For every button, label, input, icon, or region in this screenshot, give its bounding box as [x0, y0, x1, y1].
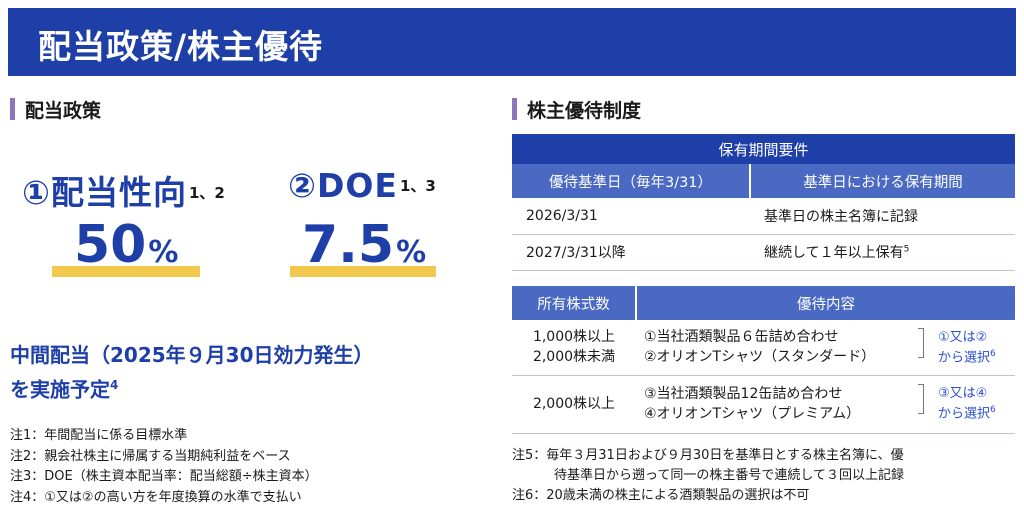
- header-banner: 配当政策/株主優待: [8, 8, 1016, 76]
- note-prefix: 注5：: [512, 448, 547, 463]
- kpi-highlight-bar: [52, 266, 200, 277]
- column-header: 優待基準日（毎年3/31）: [512, 164, 751, 198]
- kpi-label: ②DOE: [288, 166, 398, 205]
- kpi-unit: %: [396, 235, 427, 270]
- benefit-item: ②オリオンTシャツ（スタンダード）: [644, 349, 876, 366]
- note-5: 注5：毎年３月31日および９月30日を基準日とする株主名簿に、優: [512, 446, 1017, 466]
- table-row: 2026/3/31 基準日の株主名簿に記録: [512, 198, 1016, 235]
- table-row: 2,000株以上 ③当社酒類製品12缶詰め合わせ ④オリオンTシャツ（プレミアム…: [512, 375, 1015, 434]
- interim-dividend-notice: 中間配当（2025年９月30日効力発生） を実施予定4: [10, 340, 490, 405]
- note-prefix: 注6：: [512, 488, 547, 503]
- benefit-item: ①当社酒類製品６缶詰め合わせ: [644, 329, 839, 346]
- kpi-label: ①配当性向: [22, 173, 187, 212]
- footnote-ref: 6: [990, 348, 996, 359]
- benefit-notes: 注5：毎年３月31日および９月30日を基準日とする株主名簿に、優 待基準日から遡…: [512, 446, 1017, 506]
- choice-line2: から選択6: [928, 402, 1015, 422]
- interim-line2-text: を実施予定: [10, 377, 110, 402]
- footnote-ref: 5: [903, 244, 910, 255]
- benefit-item: ③当社酒類製品12缶詰め合わせ: [644, 386, 843, 402]
- dividend-notes: 注1：年間配当に係る目標水準 注2：親会社株主に帰属する当期純利益をベース 注3…: [10, 426, 500, 508]
- share-count-line1: 1,000株以上: [532, 329, 616, 346]
- note-5-continued: 待基準日から遡って同一の株主番号で連続して３回以上記録: [554, 468, 904, 483]
- shareholder-benefit-heading: 株主優待制度: [512, 95, 641, 123]
- section-marker: [10, 98, 15, 120]
- note-3: 注3：DOE（株主資本配当率：配当総額÷株主資本）: [10, 469, 318, 484]
- choice-line1: ①又は②: [938, 329, 988, 345]
- table-row: 2027/3/31以降 継続して１年以上保有5: [512, 234, 1016, 271]
- table-row: 1,000株以上 2,000株未満 ①当社酒類製品６缶詰め合わせ ②オリオンTシ…: [512, 320, 1015, 376]
- note-6: 注6：20歳未満の株主による酒類製品の選択は不可: [512, 486, 1017, 506]
- choice-note: ①又は② から選択6: [918, 320, 1015, 376]
- share-count-line1: 2,000株以上: [532, 396, 616, 412]
- interim-line2: を実施予定4: [10, 370, 490, 405]
- holding-requirement: 継続して１年以上保有5: [750, 234, 1016, 271]
- benefit-items: ①当社酒類製品６缶詰め合わせ ②オリオンTシャツ（スタンダード）: [636, 320, 924, 376]
- note-text: 20歳未満の株主による酒類製品の選択は不可: [546, 488, 810, 503]
- section-title: 配当政策: [25, 99, 102, 122]
- kpi-doe-value: 7.5%: [302, 215, 426, 275]
- choice-text: から選択: [938, 349, 991, 365]
- column-header: 所有株式数: [512, 286, 637, 320]
- benefit-table: 所有株式数 優待内容 1,000株以上 2,000株未満 ①当社酒類製品６缶詰め…: [512, 286, 1015, 434]
- interim-footnote-ref: 4: [110, 378, 119, 392]
- holding-period-table: 保有期間要件 優待基準日（毎年3/31） 基準日における保有期間 2026/3/…: [512, 134, 1016, 271]
- column-header: 優待内容: [636, 286, 1015, 320]
- bracket-mark: [918, 383, 924, 414]
- interim-line1: 中間配当（2025年９月30日効力発生）: [10, 343, 374, 367]
- section-title: 株主優待制度: [527, 99, 642, 122]
- share-count: 1,000株以上 2,000株未満: [512, 320, 636, 376]
- kpi-payout-ratio-value: 50%: [74, 215, 178, 275]
- choice-line1: ③又は④: [938, 386, 988, 402]
- kpi-value: 50: [74, 215, 147, 275]
- record-date: 2026/3/31: [512, 198, 750, 235]
- benefit-item: ④オリオンTシャツ（プレミアム）: [644, 406, 861, 422]
- table-header: 保有期間要件: [512, 134, 1016, 164]
- bracket-mark: [918, 328, 924, 358]
- kpi-value: 7.5: [302, 215, 395, 275]
- note-4: 注4：①又は②の高い方を年度換算の水準で支払い: [10, 489, 302, 505]
- choice-note: ③又は④ から選択6: [918, 375, 1015, 434]
- dividend-policy-heading: 配当政策: [10, 95, 101, 123]
- note-2: 注2：親会社株主に帰属する当期純利益をベース: [10, 448, 291, 464]
- kpi-highlight-bar: [290, 266, 436, 277]
- kpi-footnote-ref: 1、3: [399, 176, 436, 195]
- requirement-text: 継続して１年以上保有: [764, 245, 904, 261]
- choice-line2: から選択6: [928, 346, 1015, 366]
- column-header: 基準日における保有期間: [750, 164, 1016, 198]
- note-1: 注1：年間配当に係る目標水準: [10, 428, 188, 443]
- kpi-doe-label: ②DOE 1、3: [288, 166, 436, 205]
- kpi-payout-ratio-label: ①配当性向 1、2: [22, 166, 225, 214]
- footnote-ref: 6: [990, 405, 996, 416]
- benefit-items: ③当社酒類製品12缶詰め合わせ ④オリオンTシャツ（プレミアム）: [636, 375, 924, 434]
- share-count-line2: 2,000株未満: [532, 349, 616, 366]
- page-title: 配当政策/株主優待: [38, 27, 324, 66]
- choice-text: から選択: [938, 406, 991, 422]
- kpi-footnote-ref: 1、2: [188, 183, 225, 202]
- holding-requirement: 基準日の株主名簿に記録: [750, 198, 1016, 235]
- record-date: 2027/3/31以降: [512, 234, 750, 271]
- section-marker: [512, 98, 517, 120]
- note-text: 毎年３月31日および９月30日を基準日とする株主名簿に、優: [546, 448, 904, 463]
- share-count: 2,000株以上: [512, 375, 636, 434]
- kpi-unit: %: [148, 235, 179, 270]
